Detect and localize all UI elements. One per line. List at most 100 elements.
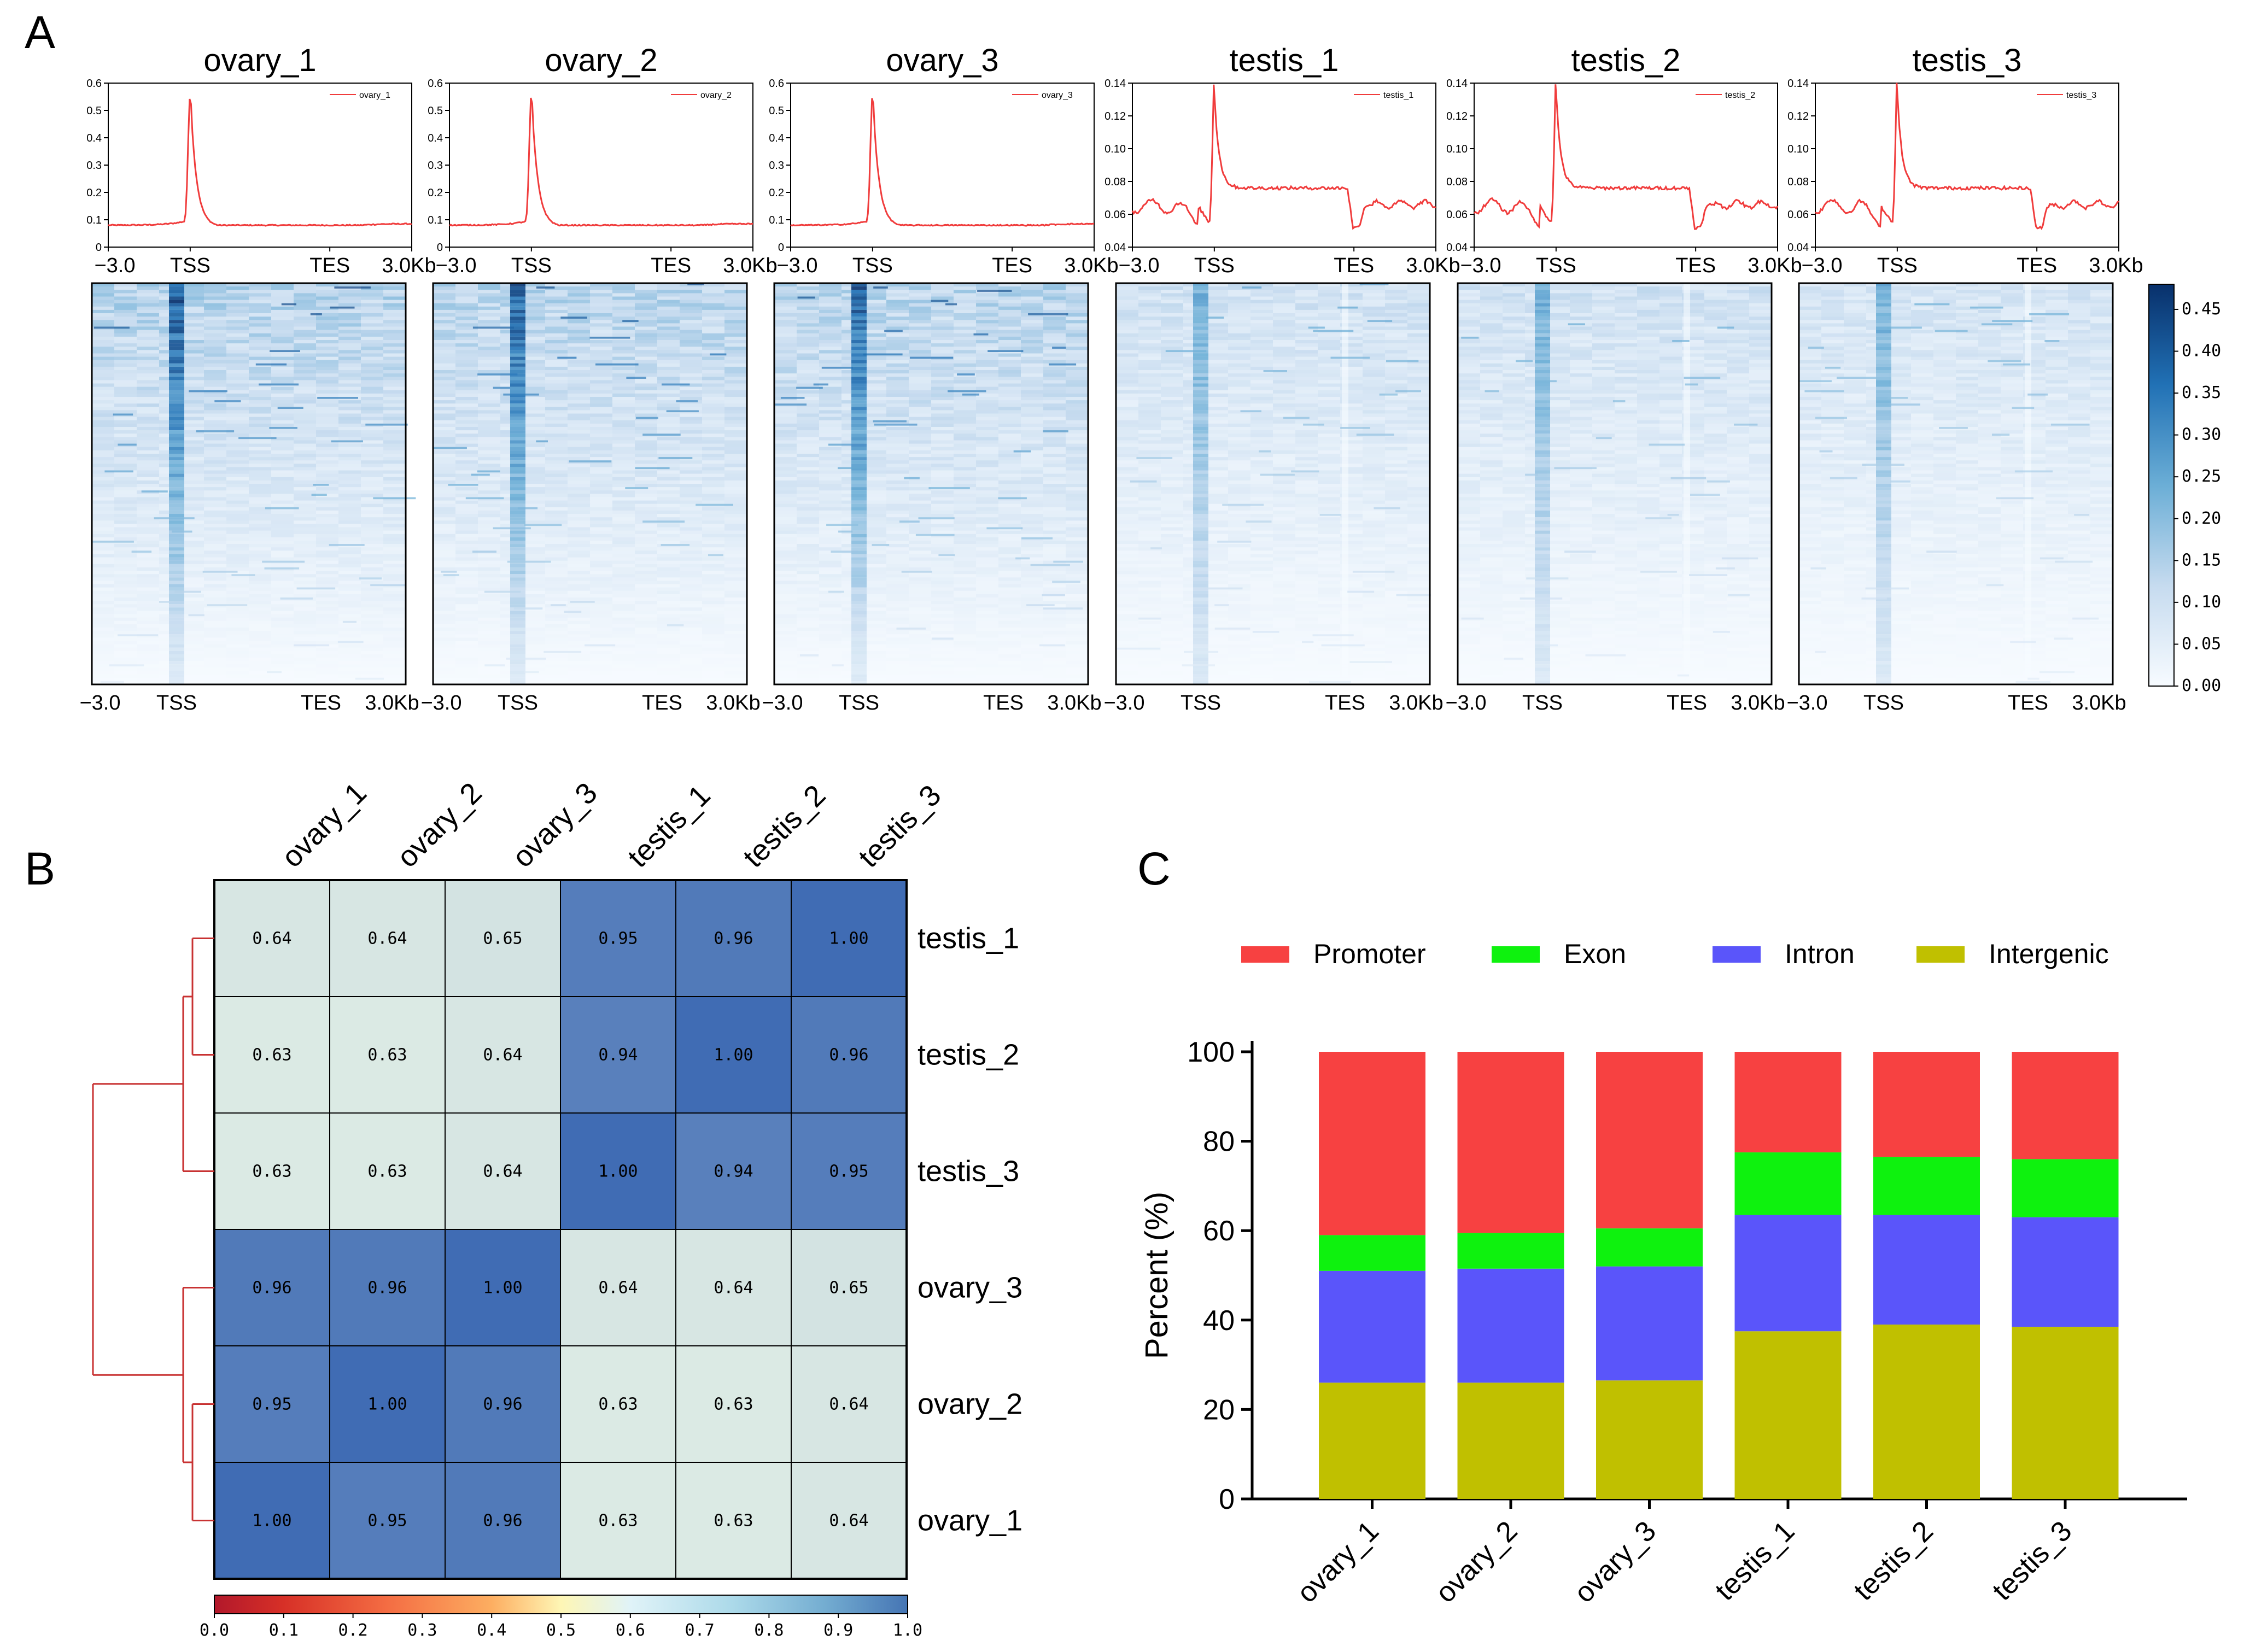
heatmap-cell (455, 360, 478, 364)
heatmap-cell (361, 300, 384, 304)
heatmap-cell (523, 641, 546, 645)
heatmap-cell (864, 457, 887, 461)
heatmap-cell (1021, 293, 1044, 297)
heatmap-cell (523, 667, 546, 672)
heatmap-cell (137, 473, 160, 478)
heatmap-cell (433, 527, 456, 531)
heatmap-tss-cell (169, 484, 184, 488)
heatmap-cell (433, 497, 456, 501)
heatmap-cell (338, 534, 361, 538)
heatmap-cell (590, 403, 613, 407)
heatmap-cell (864, 410, 887, 414)
heatmap-cell (702, 597, 725, 601)
heatmap-cell (702, 443, 725, 448)
heatmap-cell (316, 293, 339, 297)
heatmap-cell (819, 390, 842, 394)
heatmap-cell (1021, 336, 1044, 341)
heatmap-cell (182, 550, 204, 554)
heatmap-cell (797, 473, 820, 478)
heatmap-cell (680, 494, 703, 497)
heatmap-cell (455, 443, 478, 448)
heatmap-cell (568, 664, 591, 668)
heatmap-cell (819, 330, 842, 334)
heatmap-cell (612, 667, 635, 672)
heatmap-cell (226, 313, 249, 317)
heatmap-tss-cell (510, 617, 525, 622)
heatmap-cell (455, 457, 478, 461)
heatmap-cell (931, 427, 954, 431)
heatmap-cell (612, 460, 635, 464)
heatmap-tss-cell (510, 530, 525, 535)
heatmap-tss-cell (510, 497, 525, 501)
heatmap-cell (819, 460, 842, 464)
heatmap-cell (294, 514, 317, 518)
heatmap-cell (635, 590, 658, 595)
heatmap-cell (455, 440, 478, 444)
heatmap-cell (92, 534, 115, 538)
heatmap-cell (1043, 534, 1066, 538)
heatmap-cell (316, 564, 339, 568)
heatmap-cell (182, 340, 204, 344)
heatmap-cell (702, 557, 725, 561)
heatmap-cell (702, 661, 725, 665)
heatmap-cell (797, 510, 820, 514)
heatmap-cell (774, 427, 797, 431)
heatmap-cell (590, 309, 613, 314)
heatmap-cell (338, 614, 361, 618)
heatmap-cell (137, 658, 160, 661)
heatmap-cell (819, 336, 842, 341)
heatmap-tss-cell (169, 514, 184, 518)
heatmap-cell (204, 611, 227, 615)
heatmap-cell (455, 450, 478, 454)
heatmap-cell (702, 587, 725, 591)
heatmap-cell (338, 296, 361, 301)
heatmap-cell (361, 514, 384, 518)
heatmap-tss-cell (169, 323, 184, 327)
heatmap-cell (523, 437, 546, 441)
heatmap-cell (338, 293, 361, 297)
heatmap-cell (680, 360, 703, 364)
heatmap-cell (204, 363, 227, 367)
heatmap-cell (797, 380, 820, 384)
heatmap-cell (92, 574, 115, 578)
heatmap-cell (612, 430, 635, 434)
heatmap-cell (886, 410, 909, 414)
heatmap-cell (657, 400, 680, 404)
heatmap-cell (680, 677, 703, 682)
heatmap-cell (931, 360, 954, 364)
heatmap-cell (92, 440, 115, 444)
heatmap-cell (249, 677, 272, 682)
heatmap-cell (226, 410, 249, 414)
heatmap-cell (182, 313, 204, 317)
heatmap-cell (702, 470, 725, 474)
heatmap-cell (590, 514, 613, 518)
heatmap-cell (635, 296, 658, 301)
heatmap-tss-cell (510, 634, 525, 638)
heatmap-cell (114, 520, 137, 524)
heatmap-cell (774, 484, 797, 488)
heatmap-cell (1043, 494, 1066, 497)
heatmap-cell (137, 620, 160, 625)
heatmap-cell (92, 423, 115, 427)
heatmap-cell (338, 507, 361, 511)
heatmap-cell (361, 628, 384, 631)
heatmap-cell (523, 343, 546, 347)
heatmap-cell (568, 560, 591, 565)
heatmap-cell (294, 503, 317, 508)
heatmap-cell (316, 520, 339, 524)
heatmap-cell (909, 286, 932, 290)
heatmap-cell (92, 370, 115, 374)
heatmap-cell (478, 303, 501, 307)
heatmap-cell (316, 460, 339, 464)
heatmap-cell (455, 651, 478, 655)
heatmap-cell (931, 333, 954, 337)
heatmap-tss-cell (169, 524, 184, 528)
heatmap-cell (909, 340, 932, 344)
heatmap-cell (657, 447, 680, 451)
heatmap-cell (612, 353, 635, 358)
heatmap-streak (918, 517, 955, 519)
heatmap-cell (114, 674, 137, 678)
heatmap-cell (249, 393, 272, 397)
heatmap-tss-cell (510, 377, 525, 380)
heatmap-cell (137, 624, 160, 628)
